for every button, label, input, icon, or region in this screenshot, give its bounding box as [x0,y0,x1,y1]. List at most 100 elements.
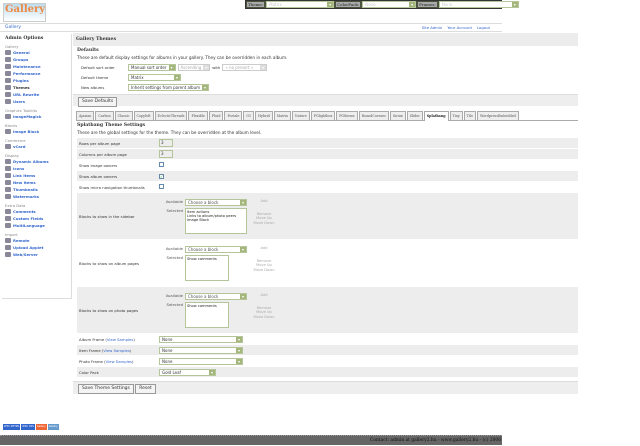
gallery-badge-2[interactable]: Gallery [47,424,59,430]
default-theme-select[interactable]: Matrix ▾ [128,73,181,81]
tab-eclecticthreads[interactable]: EclecticThreads [154,111,188,120]
sidebar-item-watermarks[interactable]: Watermarks [5,193,68,200]
sidebar-selected-list[interactable]: Item actions Links to album/photo peers Im… [185,207,247,234]
rows-input[interactable]: 3 [159,139,173,147]
css-badge[interactable]: W3C CSS [21,424,35,430]
tab-slider[interactable]: Slider [406,111,423,120]
sidebar-item-new-items[interactable]: New Items [5,179,68,186]
sidebar-item-performance[interactable]: Performance [5,70,68,77]
album-owners-checkbox[interactable]: ✓ [159,173,164,179]
view-samples-link[interactable]: View Samples [106,336,134,342]
frames-select[interactable]: None ▾ [438,1,519,8]
sidebar-item-multilanguage[interactable]: MultiLanguage [5,222,68,229]
sidebar-item-users[interactable]: Users [5,98,68,105]
tab-copyleft[interactable]: Copyleft [133,111,154,120]
move-up-button[interactable]: Move Up [256,216,272,220]
micro-nav-checkbox[interactable] [159,184,164,189]
tab-roundcorners[interactable]: RoundCorners [358,111,389,120]
sidebar-item-imagemagick[interactable]: ImageMagick [5,113,68,120]
save-defaults-button[interactable]: Save Defaults [78,97,118,107]
photo-selected-list[interactable]: Show comments [185,301,229,328]
sidebar-item-groups[interactable]: Groups [5,56,68,63]
site-admin-link[interactable]: Site Admin [421,25,443,30]
photo-frame-select[interactable]: None ▾ [159,357,243,365]
sidebar-item-themes[interactable]: Themes [5,84,68,91]
sidebar-item-custom-fields[interactable]: Custom Fields [5,215,68,222]
sidebar-item-dynamic-albums[interactable]: Dynamic Albums [5,158,68,165]
add-button[interactable]: Add [260,292,268,297]
colorpack-select[interactable]: None ▾ [362,1,417,8]
save-theme-settings-button[interactable]: Save Theme Settings [78,384,134,394]
sidebar-item-plugins[interactable]: Plugins [5,77,68,84]
tab-ajaxian[interactable]: Ajaxian [76,111,95,120]
color-pack-select[interactable]: Gold Leaf ▾ [159,368,216,376]
tab-pgtheme[interactable]: PGtheme [336,111,358,120]
tab-g1[interactable]: G1 [243,111,255,120]
selected-block-item[interactable]: Links to album/photo peers [187,213,237,218]
sidebar-item-icons[interactable]: Icons [5,165,68,172]
move-up-button[interactable]: Move Up [256,263,272,267]
remove-button[interactable]: Remove [256,305,272,310]
move-down-button[interactable]: Move Down [253,267,275,272]
tab-tiny[interactable]: Tiny [449,111,463,120]
sort-order-select[interactable]: Manual sort order ▾ [128,63,176,71]
your-account-link[interactable]: Your Account [447,25,472,30]
tab-hybrid[interactable]: Hybrid [255,111,273,120]
tab-nature[interactable]: Nature [291,111,310,120]
remove-button[interactable]: Remove [256,211,272,216]
cols-input[interactable]: 3 [159,150,173,158]
tab-matrix[interactable]: Matrix [273,111,291,120]
tab-fortale[interactable]: Fortale [224,111,243,120]
sort-direction-select[interactable]: Ascending ▾ [177,63,211,71]
move-down-button[interactable]: Move Down [253,314,275,319]
move-down-button[interactable]: Move Down [253,220,275,225]
photo-available-select[interactable]: Choose a block ▾ [185,292,247,300]
album-frame-select[interactable]: None ▾ [159,335,243,343]
tab-classic[interactable]: Classic [114,111,133,120]
add-button[interactable]: Add [260,245,268,250]
tab-flexible[interactable]: Flexible [188,111,208,120]
selected-block-item[interactable]: Item actions [187,209,210,214]
gallery-logo[interactable]: Gallery [3,3,46,22]
breadcrumb-gallery[interactable]: Gallery [5,25,22,30]
xhtml-badge[interactable]: W3C XHTML [3,424,21,430]
image-owners-checkbox[interactable] [159,162,164,167]
logout-link[interactable]: Logout [477,25,490,30]
move-up-button[interactable]: Move Up [256,310,272,314]
selected-block-item[interactable]: Show comments [187,256,217,261]
selected-block-item[interactable]: Image Block [187,217,210,222]
tab-siriux[interactable]: Siriux [389,111,406,120]
sidebar-available-select[interactable]: Choose a block ▾ [185,198,247,206]
gallery-badge[interactable]: Gallery [35,424,47,430]
default-theme-value: Matrix [131,74,144,80]
sidebar-item-upload-applet[interactable]: Upload Applet [5,244,68,251]
view-samples-link[interactable]: View Samples [103,347,130,353]
tab-wordpressembedded[interactable]: WordpressEmbedded [477,111,519,120]
sidebar-item-link-items[interactable]: Link Items [5,172,68,179]
new-albums-select[interactable]: Inherit settings from parent album ▾ [128,83,210,91]
sidebar-item-web-server[interactable]: Web/Server [5,251,68,258]
tab-tile[interactable]: Tile [463,111,477,120]
sidebar-item-comments[interactable]: Comments [5,208,68,215]
tab-fluid[interactable]: Fluid [208,111,224,120]
reset-button[interactable]: Reset [135,384,156,394]
sidebar-item-vcard[interactable]: vCard [5,143,68,150]
remove-button[interactable]: Remove [256,258,272,263]
album-available-select[interactable]: Choose a block ▾ [185,245,247,253]
view-samples-link[interactable]: View Samples [105,358,133,364]
add-button[interactable]: Add [260,198,268,203]
selected-block-item[interactable]: Show comments [187,303,217,308]
tab-carbon[interactable]: Carbon [95,111,114,120]
sidebar-item-maintenance[interactable]: Maintenance [5,63,68,70]
sidebar-item-image-block[interactable]: Image Block [5,128,68,135]
sidebar-item-general[interactable]: General [5,49,68,56]
tab-splatbang[interactable]: Splatbang [423,111,449,121]
sidebar-item-url-rewrite[interactable]: URL Rewrite [5,91,68,98]
item-frame-select[interactable]: None ▾ [159,346,243,354]
presort-select[interactable]: « no presort » ▾ [222,63,268,71]
sidebar-item-thumbnails[interactable]: Thumbnails [5,186,68,193]
album-selected-list[interactable]: Show comments [185,254,229,281]
tab-pglightbox[interactable]: PGlightbox [310,111,336,120]
theme-select[interactable]: Matrix ▾ [266,1,335,8]
sidebar-item-remote[interactable]: Remote [5,237,68,244]
